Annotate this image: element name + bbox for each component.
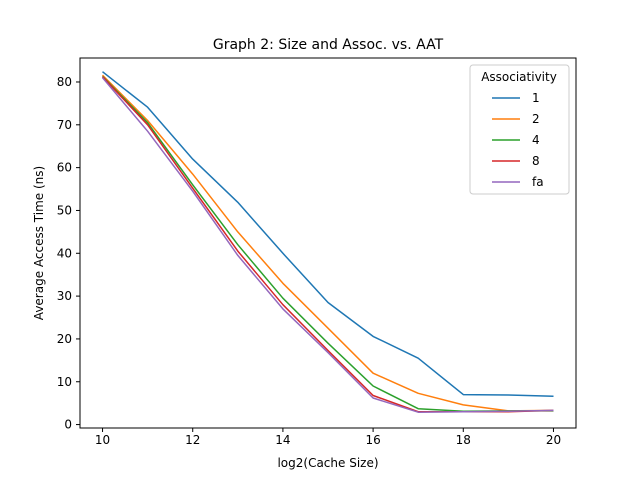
y-tick-label: 70 — [57, 118, 72, 132]
y-tick-label: 80 — [57, 75, 72, 89]
y-tick-label: 20 — [57, 332, 72, 346]
x-tick-label: 20 — [546, 433, 561, 447]
x-tick-label: 12 — [185, 433, 200, 447]
x-tick-label: 14 — [275, 433, 290, 447]
x-tick-label: 18 — [456, 433, 471, 447]
y-tick-label: 10 — [57, 375, 72, 389]
series-line-fa — [101, 77, 554, 413]
legend-label-2: 2 — [532, 112, 540, 126]
x-tick-label: 16 — [365, 433, 380, 447]
y-axis-label: Average Access Time (ns) — [32, 166, 46, 320]
legend-entries: 1 2 4 8 fa — [492, 91, 544, 189]
legend-title: Associativity — [481, 70, 557, 84]
legend-label-1: 1 — [532, 91, 540, 105]
y-tick-label: 0 — [64, 418, 72, 432]
legend-label-4: 4 — [532, 133, 540, 147]
legend-box — [469, 64, 570, 195]
series-lines — [101, 71, 554, 413]
y-tick-label: 30 — [57, 289, 72, 303]
series-line-2 — [101, 74, 554, 412]
y-tick-label: 50 — [57, 203, 72, 217]
y-tick-label: 40 — [57, 246, 72, 260]
x-tick-label: 10 — [95, 433, 110, 447]
x-axis-label: log2(Cache Size) — [277, 456, 378, 470]
plot-frame — [79, 57, 577, 429]
legend: Associativity 1 2 4 8 fa — [469, 64, 570, 195]
legend-label-fa: fa — [532, 175, 544, 189]
chart-title: Graph 2: Size and Assoc. vs. AAT — [213, 37, 444, 53]
y-tick-label: 60 — [57, 161, 72, 175]
series-line-1 — [102, 71, 554, 398]
legend-label-8: 8 — [532, 154, 540, 168]
